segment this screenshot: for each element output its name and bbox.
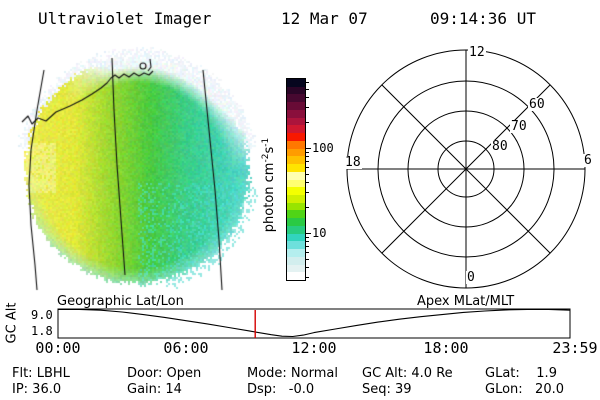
colorbar-tick — [306, 192, 309, 193]
colorbar-step — [287, 79, 305, 87]
colorbar-step — [287, 272, 305, 281]
colorbar-tick — [306, 167, 309, 168]
colorbar-tick — [306, 89, 309, 90]
colorbar-step — [287, 140, 305, 149]
apex-label: Apex MLat/MLT — [417, 294, 515, 309]
colorbar-step — [287, 249, 305, 257]
page-title: Ultraviolet Imager — [38, 9, 212, 28]
colorbar-step — [287, 241, 305, 250]
colorbar-step — [287, 210, 305, 219]
colorbar-step — [287, 264, 305, 273]
status-dsp: Dsp: -0.0 — [247, 382, 315, 397]
colorbar-step — [287, 94, 305, 103]
colorbar-step — [287, 202, 305, 211]
xtick-1800: 18:00 — [423, 339, 469, 357]
polar-mlt-label-0: 0 — [466, 270, 476, 285]
mlt-spoke — [381, 168, 467, 254]
colorbar-step — [287, 256, 305, 265]
xtick-0600: 06:00 — [163, 339, 209, 357]
colorbar-tick — [306, 156, 309, 157]
colorbar-tick — [306, 122, 309, 123]
colorbar-tick — [306, 241, 309, 242]
colorbar-tick — [306, 152, 309, 153]
colorbar-step — [287, 218, 305, 226]
colorbar-step — [287, 86, 305, 95]
status-gcalt: GC Alt: 4.0 Re — [362, 366, 453, 381]
gcalt-ytick-bottom: 1.8 — [31, 324, 53, 338]
colorbar-steps — [286, 78, 306, 281]
colorbar-tick — [306, 277, 309, 278]
colorbar-step — [287, 109, 305, 118]
status-ip: IP: 36.0 — [12, 382, 62, 397]
colorbar-tick — [306, 161, 309, 162]
polar-mlt-label-12: 12 — [468, 45, 486, 60]
colorbar-tick — [306, 252, 309, 253]
mlt-spoke — [465, 168, 551, 254]
status-mode: Mode: Normal — [247, 366, 338, 381]
xtick-2359: 23:59 — [552, 339, 598, 357]
colorbar-step — [287, 187, 305, 196]
colorbar-step — [287, 164, 305, 172]
xtick-0000: 00:00 — [35, 339, 81, 357]
colorbar-tick — [306, 148, 311, 149]
colorbar-tick — [306, 174, 309, 175]
header-date: 12 Mar 07 — [281, 9, 368, 28]
colorbar-step — [287, 233, 305, 242]
xtick-1200: 12:00 — [291, 339, 337, 357]
status-glon: GLon: 20.0 — [485, 382, 565, 397]
status-glat: GLat: 1.9 — [485, 366, 557, 381]
colorbar-step — [287, 171, 305, 180]
colorbar-step — [287, 148, 305, 157]
polar-mlat-label-70: 70 — [510, 119, 528, 134]
colorbar-step — [287, 225, 305, 234]
colorbar-tick — [306, 182, 309, 183]
colorbar-step — [287, 195, 305, 203]
colorbar-tick — [306, 107, 309, 108]
colorbar-tick — [306, 267, 309, 268]
colorbar-tick — [306, 259, 309, 260]
colorbar-tick — [306, 97, 309, 98]
status-gain: Gain: 14 — [127, 382, 182, 397]
gcalt-curve — [58, 308, 571, 338]
colorbar-tick — [306, 237, 309, 238]
colorbar-tick — [306, 82, 309, 83]
colorbar-step — [287, 156, 305, 165]
colorbar-step — [287, 133, 305, 141]
colorbar-step — [287, 179, 305, 188]
status-flt: Flt: LBHL — [12, 366, 70, 381]
polar-mlat-label-80: 80 — [491, 139, 509, 154]
mlt-spoke — [381, 84, 467, 170]
gcalt-ytick-top: 9.0 — [31, 308, 53, 322]
polar-mlt-label-18: 18 — [344, 155, 362, 170]
geographic-label: Geographic Lat/Lon — [57, 294, 184, 309]
colorbar-step — [287, 117, 305, 126]
gcalt-chart — [57, 308, 571, 339]
header-time: 09:14:36 UT — [430, 9, 536, 28]
colorbar-tick — [306, 207, 309, 208]
colorbar-tick — [306, 233, 311, 234]
colorbar-unit-label: photon cm-2s-1 — [260, 137, 278, 233]
status-seq: Seq: 39 — [362, 382, 412, 397]
colorbar-tick-100: 100 — [312, 141, 334, 155]
polar-grid — [346, 49, 586, 289]
colorbar-step — [287, 125, 305, 134]
colorbar-tick-10: 10 — [312, 226, 327, 240]
status-door: Door: Open — [127, 366, 202, 381]
uv-disk-image — [12, 45, 262, 295]
colorbar-tick — [306, 246, 309, 247]
colorbar-step — [287, 102, 305, 110]
polar-mlt-label-6: 6 — [583, 153, 593, 168]
gcalt-plot-box — [57, 308, 571, 339]
polar-mlat-label-60: 60 — [528, 97, 546, 112]
